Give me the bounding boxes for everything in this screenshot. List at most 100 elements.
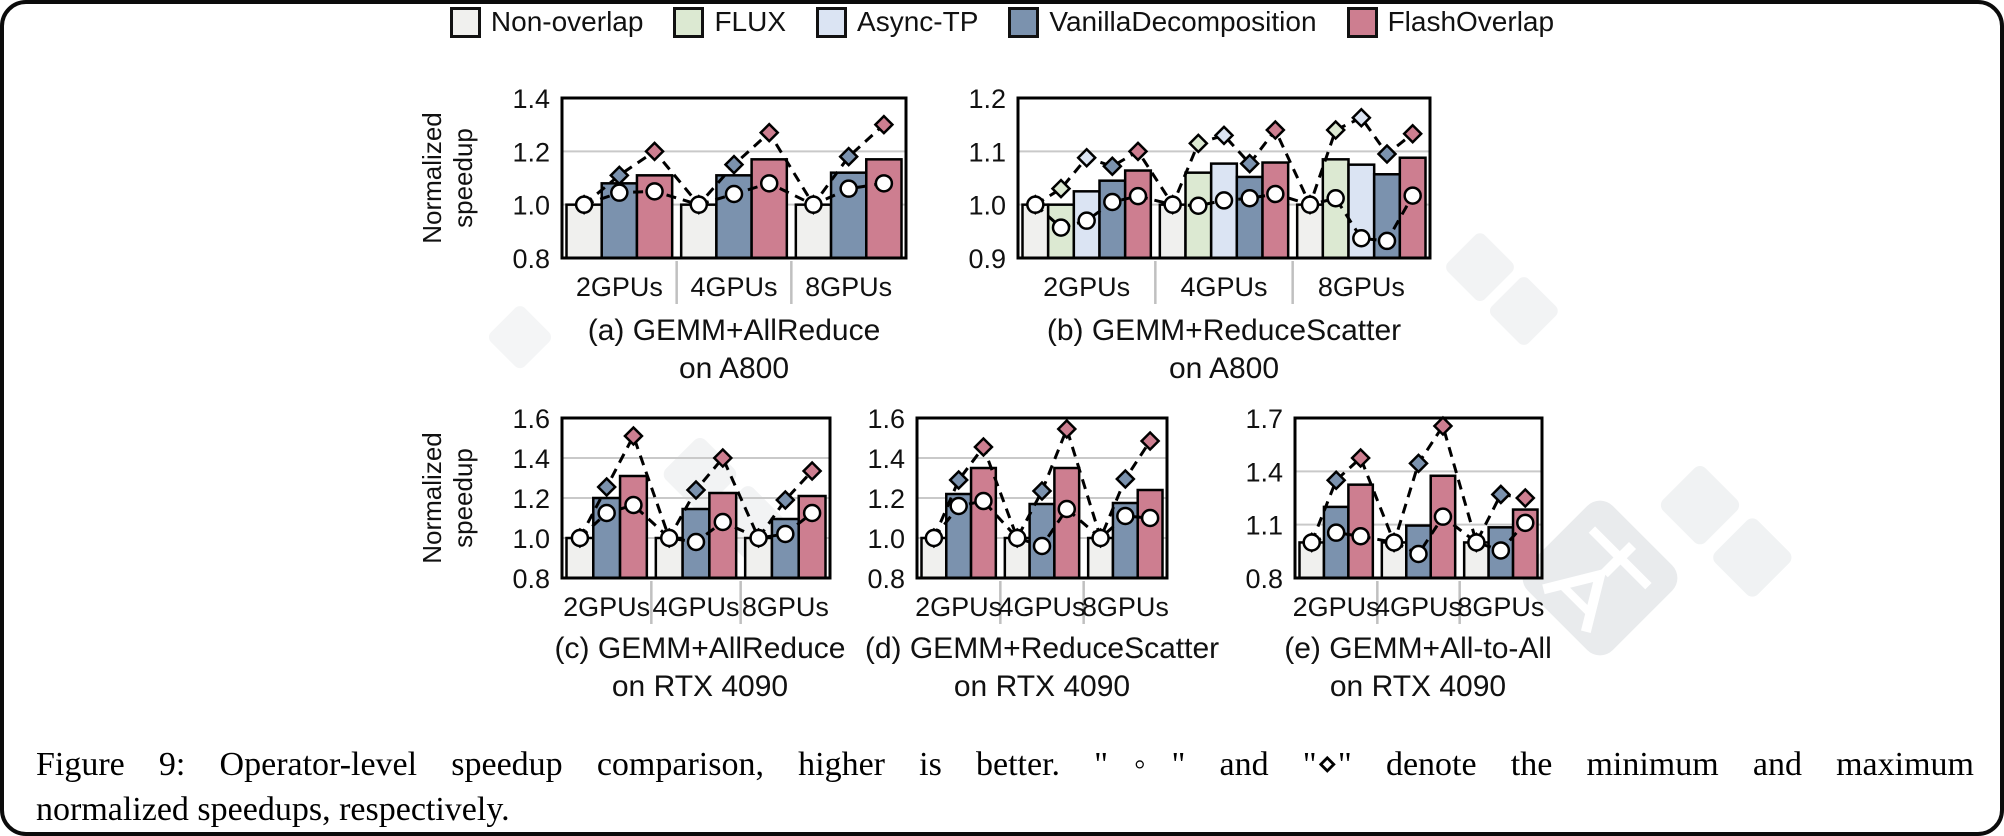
bar-flux — [1184, 171, 1213, 260]
min-marker-circle — [776, 524, 795, 544]
chart-legend: Non-overlap FLUX Async-TP VanillaDecompo… — [0, 6, 2004, 38]
x-group-label: 2GPUs — [915, 592, 1002, 622]
plot-border — [915, 416, 1169, 580]
y-tick-label: 0.9 — [968, 244, 1006, 274]
legend-label: FlashOverlap — [1387, 6, 1555, 37]
min-marker-circle — [1326, 523, 1346, 542]
legend-label: Async-TP — [857, 6, 979, 37]
max-marker-diamond — [1050, 178, 1072, 199]
max-marker-diamond — [1139, 430, 1161, 452]
min-marker-circle — [1032, 536, 1052, 556]
caption-a-line1: (a) GEMM+AllReduce — [587, 314, 881, 347]
min-marker-circle — [1140, 508, 1160, 528]
min-marker-circle — [574, 195, 594, 214]
min-marker-circle — [1026, 195, 1045, 214]
min-marker-circle — [1377, 231, 1397, 251]
max-marker-diamond — [685, 479, 707, 501]
min-marker-circle — [713, 512, 733, 532]
max-marker-diamond — [1376, 143, 1398, 165]
max-marker-diamond — [623, 425, 644, 447]
min-marker-circle — [1467, 533, 1486, 552]
max-marker-diamond — [1102, 155, 1123, 177]
y-tick-label: 1.4 — [867, 444, 905, 474]
min-marker-circle — [1163, 195, 1182, 214]
min-marker-circle — [610, 183, 629, 202]
y-axis-label-a: Normalized speedup — [417, 112, 478, 244]
bar-async_tp — [1209, 162, 1239, 260]
min-marker-circle — [974, 491, 993, 511]
min-marker-circle — [1189, 196, 1208, 215]
min-marker-circle — [689, 195, 709, 214]
legend-item-async-tp: Async-TP — [816, 6, 978, 38]
legend-swatch-async-tp — [816, 6, 848, 38]
bar-flash — [1053, 466, 1081, 580]
legend-swatch-non-overlap — [449, 6, 481, 38]
x-group-label: 4GPUs — [652, 592, 739, 622]
min-marker-circle — [1116, 506, 1135, 526]
max-marker-diamond — [1402, 123, 1423, 145]
min-marker-circle — [1007, 528, 1027, 548]
max-marker-diamond — [1115, 468, 1136, 490]
max-marker-diamond — [1408, 453, 1429, 474]
min-marker-circle — [1351, 526, 1370, 546]
legend-item-flux: FLUX — [673, 6, 786, 38]
chart-a: 0.8 1.0 1.2 1.4 2GPUs 4GPUs 8GPUs — [482, 84, 922, 337]
bar-flash — [1261, 161, 1290, 260]
y-tick-label: 1.0 — [512, 524, 550, 554]
chart-d: 0.8 1.0 1.2 1.4 1.6 2GPUs 4GPUs 8GPUs — [837, 404, 1183, 657]
caption-a-line2: on A800 — [678, 352, 790, 385]
min-marker-circle — [624, 495, 643, 515]
max-marker-diamond — [596, 476, 617, 498]
caption-e-line1: (e) GEMM+All-to-All — [1284, 632, 1552, 665]
max-marker-diamond — [1076, 147, 1097, 169]
legend-item-non-overlap: Non-overlap — [449, 6, 643, 38]
min-marker-circle — [1409, 544, 1428, 564]
caption-c-line1: (c) GEMM+AllReduce — [554, 632, 846, 665]
y-tick-label: 0.8 — [867, 564, 905, 594]
x-group-label: 4GPUs — [690, 272, 777, 302]
max-marker-diamond — [1213, 125, 1235, 146]
bar-flash — [1398, 156, 1427, 260]
chart-b: 0.9 1.0 1.1 1.2 2GPUs 4GPUs 8GPUs — [938, 84, 1446, 337]
min-marker-circle — [1326, 189, 1345, 208]
min-marker-circle — [949, 496, 968, 516]
x-group-label: 8GPUs — [1457, 592, 1544, 622]
min-marker-circle — [1403, 186, 1422, 205]
legend-item-vanilladecomposition: VanillaDecomposition — [1008, 6, 1317, 38]
y-tick-label: 1.4 — [512, 84, 550, 114]
min-marker-circle — [802, 503, 822, 523]
chart-c: 0.8 1.0 1.2 1.4 1.6 2GPUs 4GPUs 8GPUs — [482, 404, 846, 657]
x-group-label: 2GPUs — [1043, 272, 1130, 302]
max-marker-diamond — [1127, 141, 1149, 162]
min-marker-circle — [1384, 533, 1404, 552]
max-marker-diamond — [1351, 107, 1372, 129]
bar-flash — [1136, 488, 1164, 580]
x-group-label: 2GPUs — [563, 592, 650, 622]
legend-swatch-vanilladecomposition — [1008, 6, 1040, 38]
min-marker-circle — [1240, 189, 1259, 208]
y-tick-label: 1.0 — [512, 191, 550, 221]
caption-b-line2: on A800 — [1168, 352, 1280, 385]
max-marker-diamond — [1031, 480, 1053, 502]
max-marker-diamond — [644, 141, 665, 162]
chart-b-plot: 0.9 1.0 1.1 1.2 2GPUs 4GPUs 8GPUs — [968, 84, 1432, 304]
caption-d-line1: (d) GEMM+ReduceScatter — [864, 632, 1220, 665]
legend-label: FLUX — [714, 6, 787, 37]
min-marker-circle — [724, 184, 744, 204]
caption-a: (a) GEMM+AllReduce on A800 — [484, 312, 984, 388]
x-group-label: 8GPUs — [742, 592, 829, 622]
max-marker-diamond — [1239, 153, 1260, 174]
bar-vanilla — [1322, 505, 1350, 580]
y-tick-label: 1.2 — [512, 484, 550, 514]
legend-item-flashoverlap: FlashOverlap — [1346, 6, 1555, 38]
min-marker-circle — [1266, 184, 1285, 204]
min-marker-circle — [1516, 513, 1535, 533]
x-group-label: 2GPUs — [1293, 592, 1380, 622]
min-marker-circle — [686, 532, 706, 552]
min-marker-circle — [597, 503, 616, 523]
max-marker-diamond — [801, 460, 823, 482]
min-marker-circle — [1077, 211, 1096, 230]
